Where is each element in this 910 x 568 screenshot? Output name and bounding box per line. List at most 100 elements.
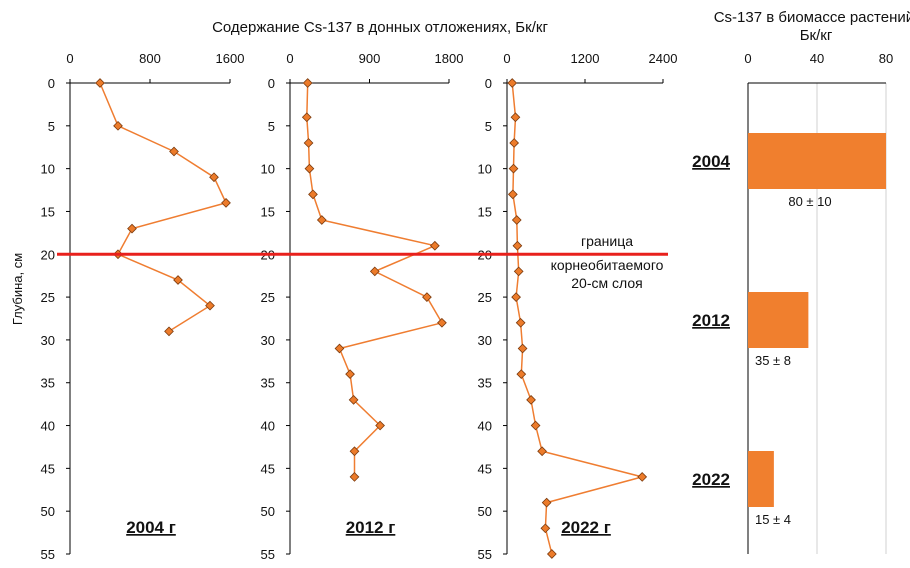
- x-tick-label: 0: [66, 51, 73, 66]
- data-point: [537, 446, 547, 457]
- biomass-category-label: 2012: [692, 311, 730, 330]
- data-point: [349, 446, 360, 457]
- root-boundary: граница корнеобитаемого 20-см слоя: [57, 233, 668, 291]
- data-point: [308, 189, 318, 200]
- boundary-note: граница: [581, 233, 633, 249]
- data-point: [526, 394, 536, 405]
- x-tick-label: 2400: [649, 51, 678, 66]
- x-tick-label: 1600: [216, 51, 245, 66]
- data-point: [430, 240, 440, 251]
- y-tick-label: 55: [261, 547, 275, 562]
- panel-year-label: 2012 г: [346, 518, 396, 537]
- data-point: [437, 317, 447, 328]
- data-point: [316, 215, 327, 225]
- biomass-bar: [748, 133, 886, 189]
- biomass-panel: Cs-137 в биомассе растений,Бк/кг 0 40 80 200…: [692, 9, 910, 554]
- x-tick-label: 1200: [571, 51, 600, 66]
- y-tick-label: 55: [41, 547, 55, 562]
- y-tick-label: 25: [41, 290, 55, 305]
- y-tick-label: 20: [41, 247, 55, 262]
- data-point: [513, 266, 524, 277]
- data-point: [507, 78, 518, 88]
- biomass-x-tick-label: 40: [810, 51, 824, 66]
- y-tick-label: 40: [41, 419, 55, 434]
- data-point: [221, 198, 231, 208]
- x-tick-label: 900: [359, 51, 381, 66]
- data-point: [209, 172, 219, 183]
- y-tick-label: 50: [41, 504, 55, 519]
- data-point: [546, 549, 557, 559]
- y-tick-label: 30: [478, 333, 492, 348]
- y-tick-label: 30: [41, 333, 55, 348]
- profile-line: [306, 82, 444, 477]
- y-tick-label: 45: [478, 461, 492, 476]
- data-point: [334, 343, 345, 354]
- data-point: [173, 275, 183, 285]
- biomass-category-label: 2004: [692, 152, 730, 171]
- sediment-panel-2: 0900180005101520253035404550552012 г: [261, 51, 464, 562]
- y-tick-label: 35: [41, 376, 55, 391]
- y-tick-label: 45: [41, 461, 55, 476]
- data-point: [127, 223, 137, 234]
- profile-line: [99, 82, 228, 332]
- y-tick-label: 0: [48, 76, 55, 91]
- data-point: [530, 420, 541, 431]
- biomass-bar: [748, 292, 809, 348]
- y-tick-label: 45: [261, 461, 275, 476]
- y-tick-label: 5: [268, 119, 275, 134]
- biomass-value-label: 35 ± 8: [755, 353, 791, 368]
- y-tick-label: 5: [485, 119, 492, 134]
- data-point: [637, 472, 648, 482]
- data-point: [348, 394, 359, 405]
- y-tick-label: 50: [478, 504, 492, 519]
- y-axis-label: Глубина, см: [10, 253, 25, 325]
- data-point: [302, 78, 313, 88]
- y-tick-label: 10: [41, 162, 55, 177]
- x-tick-label: 0: [503, 51, 510, 66]
- data-point: [303, 138, 314, 148]
- biomass-category-label: 2022: [692, 470, 730, 489]
- y-tick-label: 30: [261, 333, 275, 348]
- sediment-panel-3: 01200240005101520253035404550552022 г: [478, 51, 678, 562]
- y-tick-label: 40: [478, 419, 492, 434]
- data-point: [349, 472, 360, 482]
- y-tick-label: 50: [261, 504, 275, 519]
- biomass-bar: [748, 451, 774, 507]
- data-point: [422, 292, 432, 302]
- sediment-title: Содержание Cs-137 в донных отложениях, Б…: [212, 19, 548, 36]
- boundary-note: 20-см слоя: [571, 275, 642, 291]
- data-point: [516, 369, 527, 380]
- y-tick-label: 15: [41, 204, 55, 219]
- data-point: [517, 343, 528, 354]
- sediment-panel-1: 0 800 1600 0 5 10 15 20 25 30 35 40 45 50 55 2004 г: [41, 51, 245, 562]
- data-point: [512, 240, 523, 251]
- biomass-value-label: 80 ± 10: [788, 194, 831, 209]
- data-point: [507, 189, 518, 200]
- data-point: [540, 523, 551, 534]
- profile-line: [511, 82, 646, 555]
- data-point: [113, 120, 123, 131]
- data-point: [164, 326, 174, 337]
- y-tick-label: 5: [48, 119, 55, 134]
- biomass-title: Бк/кг: [800, 27, 833, 44]
- data-point: [205, 300, 215, 311]
- y-tick-label: 35: [261, 376, 275, 391]
- data-point: [345, 369, 355, 380]
- y-tick-label: 55: [478, 547, 492, 562]
- x-tick-label: 800: [139, 51, 161, 66]
- x-tick-label: 1800: [435, 51, 464, 66]
- data-point: [369, 266, 380, 277]
- data-point: [375, 420, 385, 431]
- data-point: [511, 292, 521, 302]
- y-tick-label: 15: [478, 204, 492, 219]
- data-point: [509, 138, 520, 148]
- y-tick-label: 0: [485, 76, 492, 91]
- y-tick-label: 10: [261, 162, 275, 177]
- boundary-note: корнеобитаемого: [551, 257, 664, 273]
- data-point: [511, 215, 522, 225]
- y-tick-label: 10: [478, 162, 492, 177]
- data-point: [515, 317, 526, 328]
- panel-year-label: 2004 г: [126, 518, 176, 537]
